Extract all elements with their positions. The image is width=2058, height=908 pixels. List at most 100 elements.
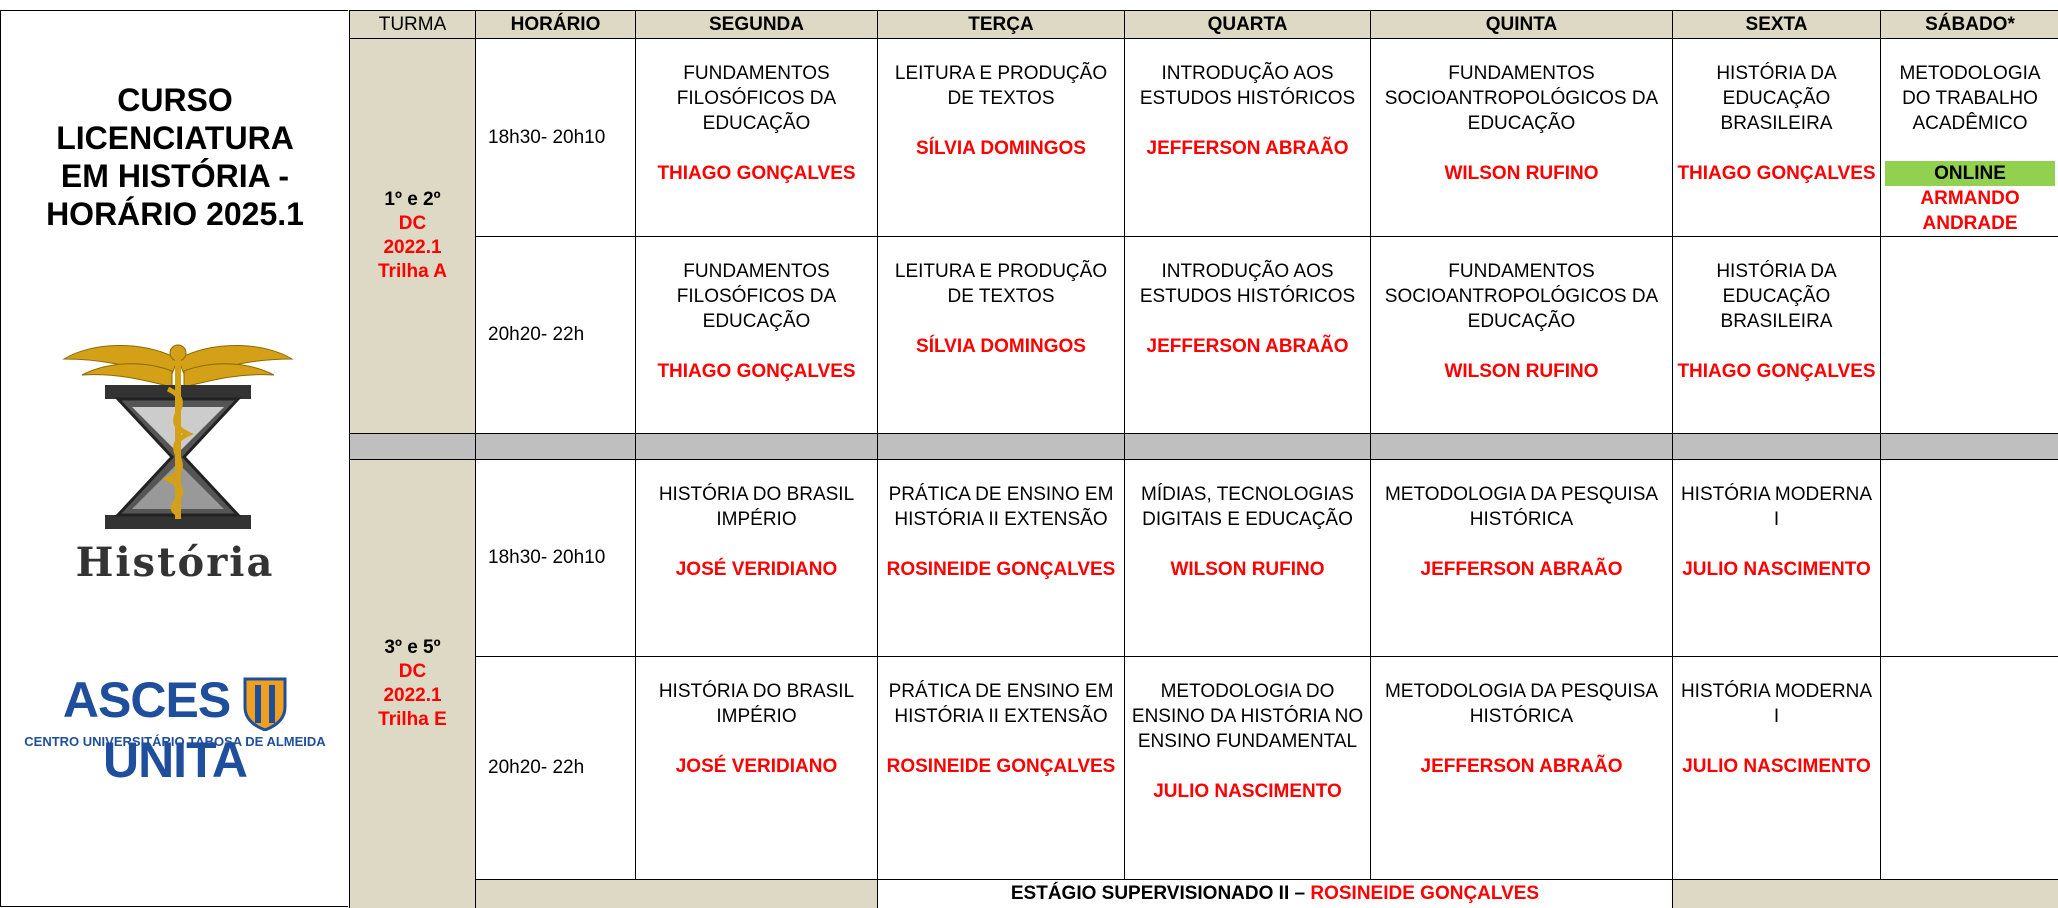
title-line: CURSO xyxy=(117,82,233,118)
schedule-row: 20h20- 22h HISTÓRIA DO BRASIL IMPÉRIO JOSÉ… xyxy=(350,656,2058,880)
separator-row xyxy=(349,433,2058,460)
subject: HISTÓRIA DA EDUCAÇÃO BRASILEIRA xyxy=(1716,63,1837,134)
class-cell: HISTÓRIA MODERNA I JULIO NASCIMENTO xyxy=(1672,656,1881,880)
teacher: JEFFERSON ABRAÃO xyxy=(1420,559,1623,580)
subject: FUNDAMENTOS SOCIOANTROPOLÓGICOS DA EDUCA… xyxy=(1384,63,1659,134)
teacher: SÍLVIA DOMINGOS xyxy=(916,138,1086,159)
teacher: WILSON RUFINO xyxy=(1444,361,1599,382)
footer-teacher: ROSINEIDE GONÇALVES xyxy=(1310,883,1540,904)
separator-cell xyxy=(349,433,476,460)
teacher: THIAGO GONÇALVES xyxy=(657,361,856,382)
institution-name: UNITA xyxy=(102,731,248,788)
class-cell: METODOLOGIA DA PESQUISA HISTÓRICA JEFFERS… xyxy=(1370,459,1673,657)
footer-cell: ESTÁGIO SUPERVISIONADO II – ROSINEIDE GO… xyxy=(877,879,1673,908)
turma-line: 2022.1 xyxy=(383,237,442,258)
class-cell: PRÁTICA DE ENSINO EM HISTÓRIA II EXTENSÃ… xyxy=(877,459,1125,657)
class-cell: FUNDAMENTOS SOCIOANTROPOLÓGICOS DA EDUCA… xyxy=(1370,38,1673,237)
subject: MÍDIAS, TECNOLOGIAS DIGITAIS E EDUCAÇÃO xyxy=(1141,484,1354,530)
column-header: QUARTA xyxy=(1124,10,1371,39)
teacher: ROSINEIDE GONÇALVES xyxy=(886,756,1116,777)
column-header: TERÇA xyxy=(877,10,1125,39)
teacher: JULIO NASCIMENTO xyxy=(1682,559,1871,580)
column-header: HORÁRIO xyxy=(475,10,636,39)
column-header: QUINTA xyxy=(1370,10,1673,39)
title-line: EM HISTÓRIA - xyxy=(60,158,290,194)
teacher: WILSON RUFINO xyxy=(1170,559,1325,580)
teacher: SÍLVIA DOMINGOS xyxy=(916,336,1086,357)
schedule: TURMA HORÁRIO SEGUNDA TERÇA QUARTA QUINTA SEXT… xyxy=(349,10,2058,908)
class-cell xyxy=(1880,459,2058,657)
schedule-row: 1º e 2º DC 2022.1 Trilha A 18h30- 20h10 FUNDA… xyxy=(349,38,2058,434)
title: CURSO LICENCIATURA EM HISTÓRIA - HORÁRIO… xyxy=(1,81,349,233)
class-cell: INTRODUÇÃO AOS ESTUDOS HISTÓRICOS JEFFERS… xyxy=(1124,236,1371,434)
footer-row: ESTÁGIO SUPERVISIONADO II – ROSINEIDE GO… xyxy=(350,879,2058,908)
subject: HISTÓRIA MODERNA I xyxy=(1680,484,1873,530)
shield xyxy=(243,677,287,732)
turma-line: Trilha A xyxy=(378,261,447,282)
schedule-row: 3º e 5º DC 2022.1 Trilha E 18h30- 20h10 HISTÓ… xyxy=(349,459,2058,908)
turma-line: 2022.1 xyxy=(383,685,442,706)
class-cell: METODOLOGIA DO TRABALHO ACADÊMICO ONLINE A… xyxy=(1880,38,2058,237)
subject: PRÁTICA DE ENSINO EM HISTÓRIA II EXTENSÃ… xyxy=(888,681,1114,727)
schedule-table: TURMA HORÁRIO SEGUNDA TERÇA QUARTA QUINTA SEXT… xyxy=(349,10,2058,908)
subject: METODOLOGIA DO TRABALHO ACADÊMICO xyxy=(1899,63,2041,134)
subject: INTRODUÇÃO AOS ESTUDOS HISTÓRICOS xyxy=(1139,261,1356,307)
class-cell: PRÁTICA DE ENSINO EM HISTÓRIA II EXTENSÃ… xyxy=(877,656,1125,880)
title-line: LICENCIATURA xyxy=(56,120,294,156)
turma-cell: 3º e 5º DC 2022.1 Trilha E xyxy=(349,459,476,908)
institution-logo: ASCES UNITA xyxy=(1,671,349,789)
subject: HISTÓRIA DO BRASIL IMPÉRIO xyxy=(658,484,855,530)
subject: HISTÓRIA MODERNA I xyxy=(1680,681,1873,727)
separator-cell xyxy=(1370,433,1673,460)
subject: FUNDAMENTOS SOCIOANTROPOLÓGICOS DA EDUCA… xyxy=(1384,261,1659,332)
teacher: ARMANDO ANDRADE xyxy=(1920,188,2020,234)
column-header: SEGUNDA xyxy=(635,10,878,39)
class-cell: HISTÓRIA MODERNA I JULIO NASCIMENTO xyxy=(1672,459,1881,657)
subject: LEITURA E PRODUÇÃO DE TEXTOS xyxy=(894,261,1108,307)
schedule-row: 20h20- 22h FUNDAMENTOS FILOSÓFICOS DA EDU… xyxy=(350,236,2058,434)
column-header: SÁBADO* xyxy=(1880,10,2058,39)
teacher: JULIO NASCIMENTO xyxy=(1682,756,1871,777)
class-cell: HISTÓRIA DO BRASIL IMPÉRIO JOSÉ VERIDIANO xyxy=(635,459,878,657)
class-cell: METODOLOGIA DO ENSINO DA HISTÓRIA NO ENS… xyxy=(1124,656,1371,880)
side-panel: CURSO LICENCIATURA EM HISTÓRIA - HORÁRIO… xyxy=(0,10,348,907)
separator-cell xyxy=(635,433,878,460)
teacher: WILSON RUFINO xyxy=(1444,163,1599,184)
class-cell: MÍDIAS, TECNOLOGIAS DIGITAIS E EDUCAÇÃO W… xyxy=(1124,459,1371,657)
teacher: JOSÉ VERIDIANO xyxy=(675,756,838,777)
class-cell: FUNDAMENTOS FILOSÓFICOS DA EDUCAÇÃO THIAG… xyxy=(635,38,878,237)
time-cell: 20h20- 22h xyxy=(475,236,636,434)
title-line: HORÁRIO 2025.1 xyxy=(46,196,304,232)
class-cell xyxy=(1880,656,2058,880)
badge: ONLINE xyxy=(1885,161,2055,186)
column-header: SEXTA xyxy=(1672,10,1881,39)
teacher: JULIO NASCIMENTO xyxy=(1153,781,1342,802)
teacher: JEFFERSON ABRAÃO xyxy=(1420,756,1623,777)
subject: FUNDAMENTOS FILOSÓFICOS DA EDUCAÇÃO xyxy=(676,261,837,332)
subject: FUNDAMENTOS FILOSÓFICOS DA EDUCAÇÃO xyxy=(676,63,837,134)
time-cell: 18h30- 20h10 xyxy=(475,459,636,657)
subject: INTRODUÇÃO AOS ESTUDOS HISTÓRICOS xyxy=(1139,63,1356,109)
column-header: TURMA xyxy=(349,10,476,39)
footer-label: ESTÁGIO SUPERVISIONADO II – xyxy=(1010,883,1311,904)
class-cell: HISTÓRIA DA EDUCAÇÃO BRASILEIRA THIAGO GO… xyxy=(1672,236,1881,434)
footer-blank xyxy=(475,879,878,908)
teacher: ROSINEIDE GONÇALVES xyxy=(886,559,1116,580)
separator-cell xyxy=(1880,433,2058,460)
institution-name: ASCES xyxy=(62,672,231,728)
turma-line: 1º e 2º xyxy=(384,189,441,210)
separator-cell xyxy=(1672,433,1881,460)
teacher: THIAGO GONÇALVES xyxy=(1677,163,1876,184)
subject: LEITURA E PRODUÇÃO DE TEXTOS xyxy=(894,63,1108,109)
class-cell: FUNDAMENTOS FILOSÓFICOS DA EDUCAÇÃO THIAG… xyxy=(635,236,878,434)
separator-cell xyxy=(1124,433,1371,460)
class-cell xyxy=(1880,236,2058,434)
class-cell: METODOLOGIA DA PESQUISA HISTÓRICA JEFFERS… xyxy=(1370,656,1673,880)
turma-cell: 1º e 2º DC 2022.1 Trilha A xyxy=(349,38,476,434)
turma-line: Trilha E xyxy=(378,709,447,730)
teacher: THIAGO GONÇALVES xyxy=(657,163,856,184)
teacher: THIAGO GONÇALVES xyxy=(1677,361,1876,382)
separator-cell xyxy=(475,433,636,460)
class-cell: FUNDAMENTOS SOCIOANTROPOLÓGICOS DA EDUCA… xyxy=(1370,236,1673,434)
